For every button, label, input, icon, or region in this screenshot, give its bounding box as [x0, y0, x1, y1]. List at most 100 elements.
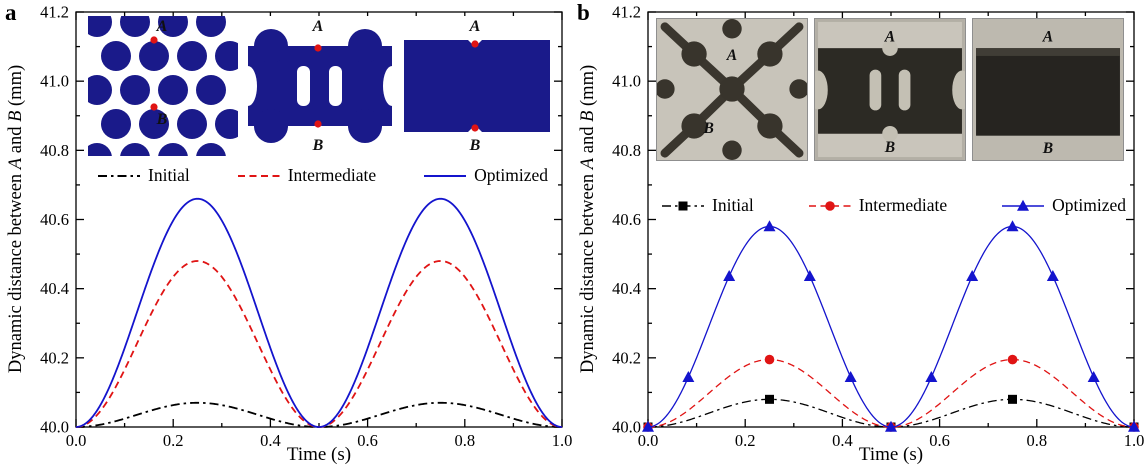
lattice-blobs: [657, 19, 807, 160]
x-axis-title-b: Time (s): [858, 444, 924, 465]
legend-sample-initial: [662, 201, 704, 210]
y-tick-label: 40.6: [40, 210, 69, 229]
point-a-label: A: [884, 28, 895, 45]
legend-item-intermediate: Intermediate: [236, 165, 376, 186]
legend-item-initial: Initial: [660, 195, 754, 216]
inset-optimized-topology: A B: [402, 16, 552, 156]
legend-b: Initial Intermediate Optimized: [660, 195, 1126, 216]
point-b-label: B: [469, 137, 481, 154]
y-tick-label: 40.6: [612, 210, 641, 229]
insets-b: A B: [656, 18, 1124, 161]
point-b-label: B: [156, 111, 168, 128]
y-axis-title-B: B: [6, 110, 26, 122]
point-a-label: A: [312, 18, 324, 35]
y-axis-title-A: A: [578, 157, 598, 170]
series-intermediate-markers: [643, 354, 1139, 432]
x-tick-label: 0.8: [1026, 431, 1047, 450]
point-a-marker: [150, 36, 158, 44]
legend-label: Initial: [148, 165, 190, 185]
legend-sample-optimized: [1002, 199, 1045, 211]
panel-b: 0.0 0.2 0.4 0.6 0.8 1.0 40.0 40.2 40.4 40.6 40.8 41…: [572, 0, 1144, 473]
point-b-marker: [471, 124, 479, 132]
specimen-edge-shade: [976, 48, 1120, 56]
legend-label: Intermediate: [858, 195, 948, 215]
point-b-label: B: [884, 139, 895, 156]
x-tick-label: 0.0: [638, 431, 659, 450]
chart-a: 0.0 0.2 0.4 0.6 0.8 1.0 40.0 40.2 40.4 40.6 40.8 41…: [40, 3, 572, 451]
legend-item-optimized: Optimized: [422, 165, 548, 186]
chart-b: 0.0 0.2 0.4 0.6 0.8 1.0 40.0 40.2 40.4 40.6 40.8 41…: [612, 3, 1144, 451]
point-a-label: A: [156, 18, 168, 35]
x-tick-label: 0.8: [454, 431, 475, 450]
x-tick-label: 1.0: [552, 431, 572, 450]
legend-label: Initial: [712, 195, 754, 215]
x-tick-label: 0.6: [929, 431, 950, 450]
inset-initial-topology: A B: [88, 16, 238, 156]
y-tick-label: 40.8: [612, 141, 641, 160]
y-tick-label: 40.2: [612, 348, 641, 367]
y-tick-label: 41.0: [40, 72, 69, 91]
y-axis-title-text: and: [6, 121, 26, 158]
specimen-voids: [815, 40, 965, 142]
series-optimized-line: [75, 197, 563, 428]
point-a-label: A: [726, 47, 737, 64]
photo-optimized-specimen-image: A B: [973, 19, 1123, 160]
series-optimized-line: [647, 225, 1135, 428]
point-b-label: B: [702, 120, 713, 137]
inset-intermediate-topology: A B: [245, 16, 395, 156]
y-axis-title-text: (mm): [578, 64, 598, 111]
legend-item-optimized: Optimized: [1000, 195, 1126, 216]
point-b-marker: [150, 103, 158, 111]
x-tick-label: 1.0: [1124, 431, 1144, 450]
series-intermediate-line: [647, 358, 1135, 428]
y-axis-title-B: B: [578, 110, 598, 122]
inset-intermediate-topology-image: A B: [245, 16, 395, 156]
x-axis-title-a: Time (s): [286, 444, 352, 465]
y-tick-label: 41.0: [612, 72, 641, 91]
y-tick-label: 40.2: [40, 348, 69, 367]
photo-optimized-specimen: A B: [972, 18, 1124, 161]
y-tick-label: 40.0: [612, 418, 641, 437]
photo-initial-specimen: A B: [656, 18, 808, 161]
circle-lattice: [88, 16, 238, 156]
specimen-dark-block: [976, 48, 1120, 136]
legend-item-intermediate: Intermediate: [807, 195, 947, 216]
photo-intermediate-specimen-image: A B: [815, 19, 965, 160]
series-optimized-markers: [642, 220, 1140, 432]
legend-sample-intermediate: [808, 200, 851, 211]
x-tick-label: 0.4: [260, 431, 281, 450]
legend-label: Optimized: [474, 165, 548, 185]
y-axis-title-text: Dynamic distance between: [6, 169, 26, 374]
point-b-marker: [314, 120, 322, 128]
point-b-label: B: [1042, 140, 1053, 157]
point-a-marker: [314, 44, 322, 52]
point-b-label: B: [312, 137, 324, 154]
legend-sample-optimized: [424, 174, 467, 177]
y-axis-title-text: Dynamic distance between: [578, 169, 598, 374]
x-tick-label: 0.2: [735, 431, 756, 450]
legend-label: Intermediate: [287, 165, 377, 185]
topology-solid: [248, 29, 392, 143]
y-tick-label: 40.4: [40, 279, 69, 298]
y-tick-label: 41.2: [40, 3, 69, 22]
point-a-label: A: [1042, 28, 1053, 45]
panel-letter-b: b: [577, 0, 590, 25]
series-intermediate-line: [75, 260, 563, 428]
y-axis-title-A: A: [6, 157, 26, 170]
y-tick-label: 40.8: [40, 141, 69, 160]
x-tick-label: 0.4: [832, 431, 853, 450]
photo-initial-specimen-image: A B: [657, 19, 807, 160]
insets-a: A B: [88, 16, 552, 156]
legend-a: Initial Intermediate Optimized: [96, 165, 548, 186]
y-tick-label: 40.4: [612, 279, 641, 298]
tick-labels: 0.0 0.2 0.4 0.6 0.8 1.0 40.0 40.2 40.4 40.6 40.8 41…: [40, 3, 572, 451]
panel-letter-a: a: [5, 0, 17, 25]
legend-item-initial: Initial: [96, 165, 190, 186]
point-a-marker: [471, 40, 479, 48]
specimen-dark-band: [818, 48, 962, 134]
x-tick-label: 0.0: [66, 431, 87, 450]
legend-sample-intermediate: [237, 174, 280, 177]
y-tick-label: 40.0: [40, 418, 69, 437]
tick-labels: 0.0 0.2 0.4 0.6 0.8 1.0 40.0 40.2 40.4 40.6 40.8 41…: [612, 3, 1144, 451]
